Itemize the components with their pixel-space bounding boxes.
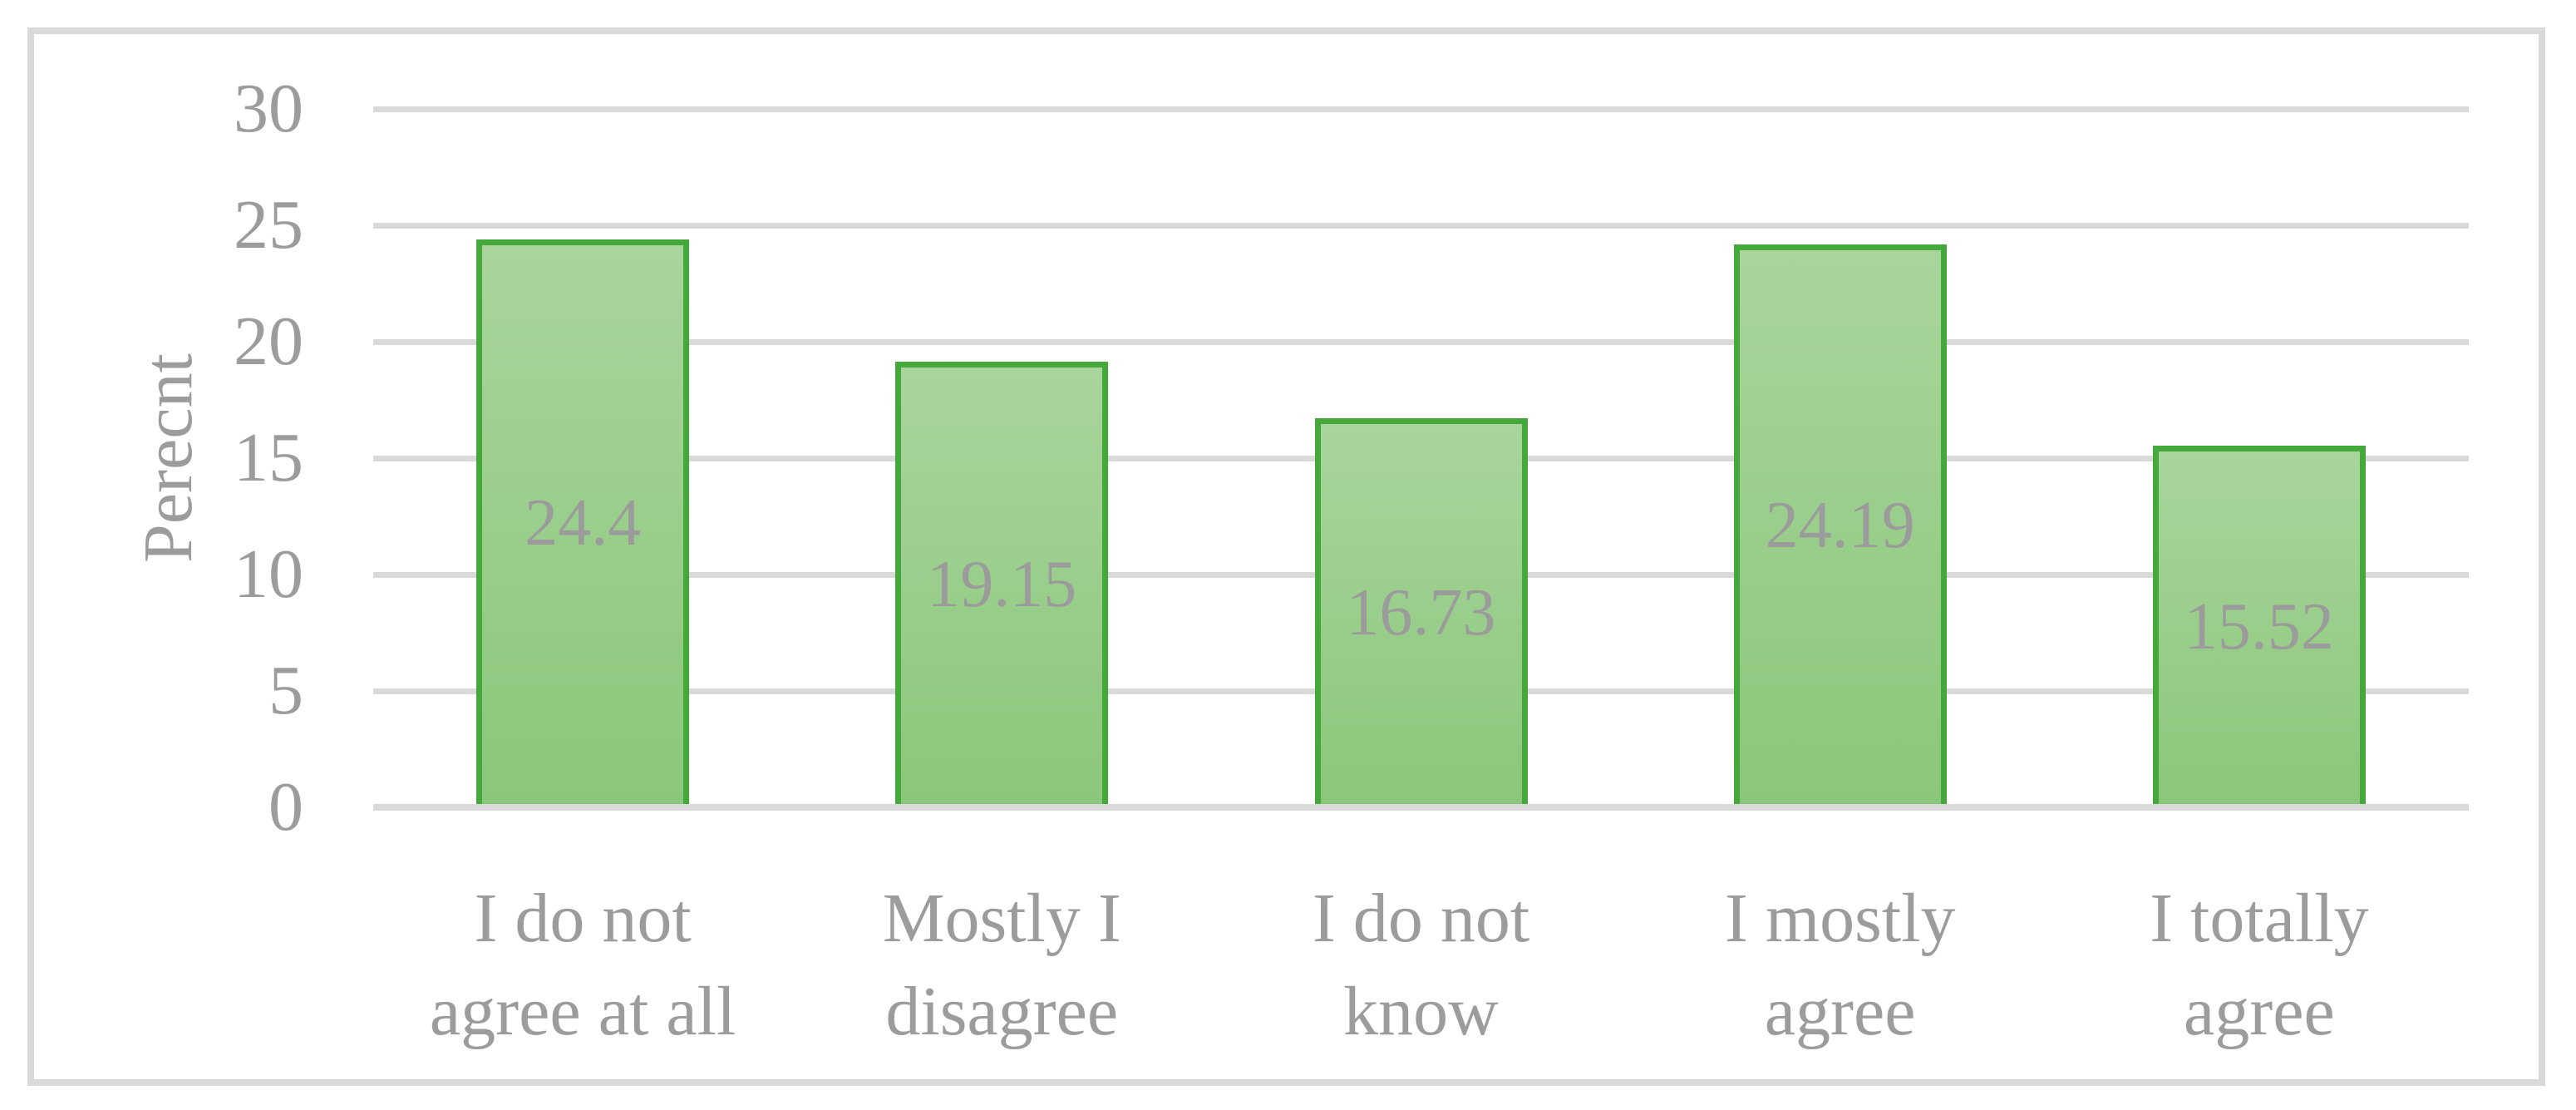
x-category-label-line: Mostly I bbox=[882, 880, 1121, 957]
x-category-label-line: agree at all bbox=[429, 973, 736, 1050]
x-category-label: I do not know bbox=[1212, 872, 1631, 1058]
bar-mostly-i-disagree bbox=[895, 361, 1109, 807]
bar-i-totally-agree bbox=[2152, 446, 2366, 807]
x-category-label: I do not agree at all bbox=[373, 872, 792, 1058]
bar-value-label: 16.73 bbox=[1346, 575, 1496, 649]
y-tick-label: 0 bbox=[268, 768, 303, 846]
chart-frame bbox=[27, 27, 2545, 1086]
bar-value-label: 19.15 bbox=[927, 547, 1077, 621]
x-axis-line bbox=[373, 804, 2469, 811]
gridline bbox=[373, 223, 2469, 229]
bar-i-do-not-know bbox=[1314, 417, 1528, 807]
x-category-label-line: agree bbox=[1764, 973, 1916, 1050]
y-tick-label: 5 bbox=[268, 652, 303, 729]
x-category-label-line: I mostly bbox=[1724, 880, 1956, 957]
x-category-label-line: I totally bbox=[2150, 880, 2369, 957]
y-tick-label: 20 bbox=[234, 303, 303, 380]
x-category-label-line: know bbox=[1343, 973, 1499, 1050]
x-category-label-line: agree bbox=[2183, 973, 2335, 1050]
x-category-label-line: I do not bbox=[474, 880, 692, 957]
x-category-label-line: I do not bbox=[1312, 880, 1530, 957]
y-tick-label: 30 bbox=[234, 70, 303, 147]
x-category-label-line: disagree bbox=[885, 973, 1119, 1050]
x-category-label: I totally agree bbox=[2050, 872, 2469, 1058]
gridline bbox=[373, 339, 2469, 345]
y-tick-label: 25 bbox=[234, 186, 303, 264]
bar-i-mostly-agree bbox=[1733, 244, 1947, 807]
bar-value-label: 15.52 bbox=[2184, 590, 2334, 664]
x-category-label: I mostly agree bbox=[1631, 872, 2050, 1058]
x-category-label: Mostly I disagree bbox=[792, 872, 1211, 1058]
y-tick-label: 10 bbox=[234, 535, 303, 613]
bar-i-do-not-agree-at-all bbox=[476, 239, 690, 807]
gridline bbox=[373, 106, 2469, 112]
bar-value-label: 24.4 bbox=[525, 486, 642, 560]
bar-value-label: 24.19 bbox=[1765, 489, 1915, 563]
y-tick-label: 15 bbox=[234, 419, 303, 496]
